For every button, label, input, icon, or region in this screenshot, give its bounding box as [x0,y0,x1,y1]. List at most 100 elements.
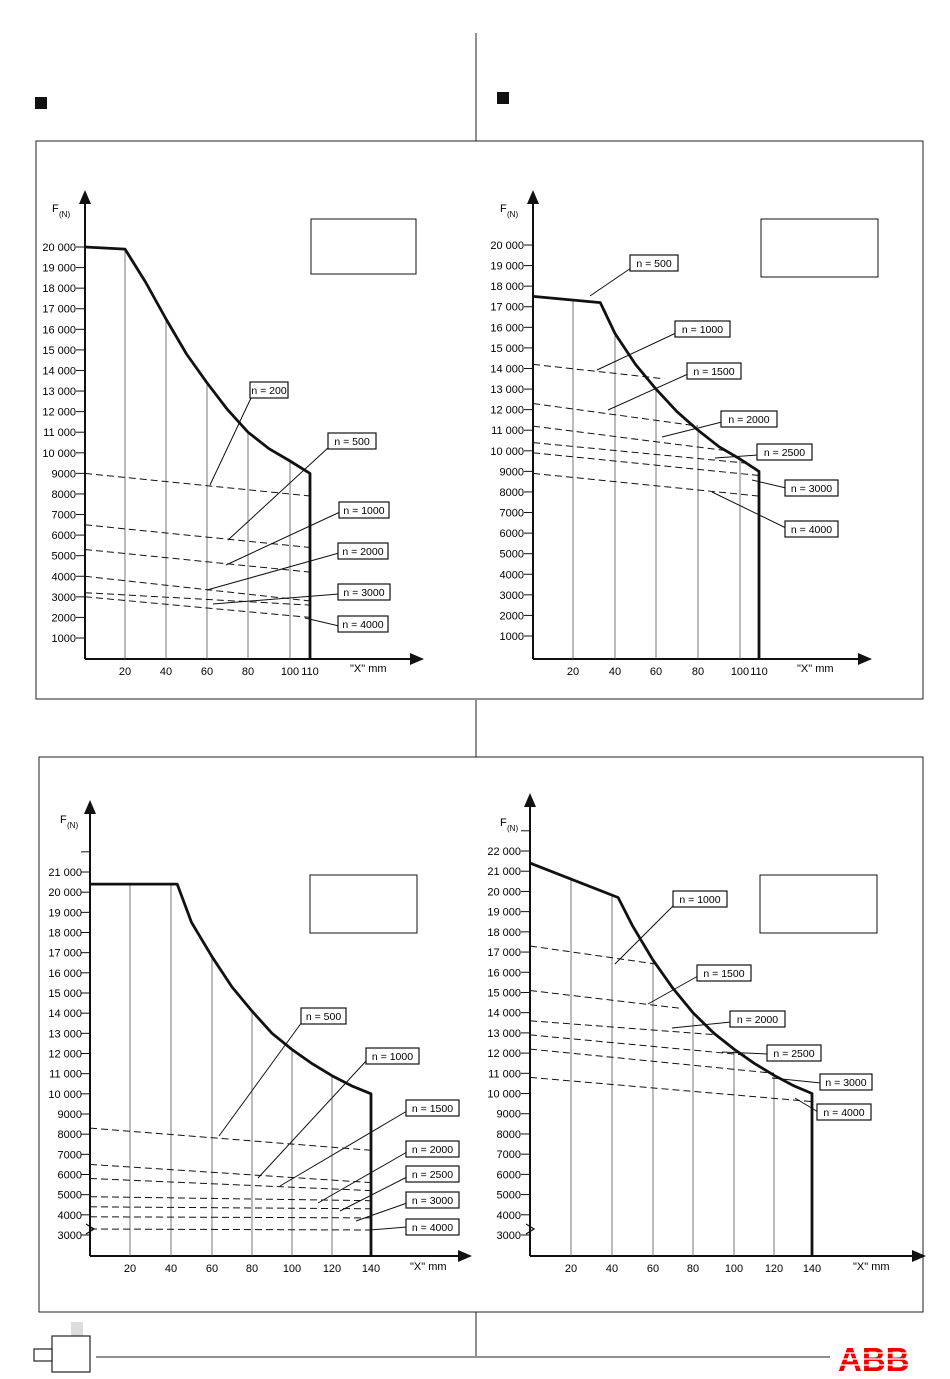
chart-frame-top [35,140,924,700]
leader-line [794,1097,819,1113]
square-bullet-icon [497,92,509,104]
y-tick-label: 12 000 [42,407,76,419]
y-tick-label: 3000 [58,1230,82,1242]
leader-line [614,904,675,965]
y-axis-unit: (N) [507,210,518,219]
y-tick-label: 17 000 [490,302,524,314]
series-line [532,403,699,427]
y-tick-label: 14 000 [490,363,524,375]
y-tick-label: 14 000 [48,1008,82,1020]
series-label: n = 1500 [703,968,744,980]
y-tick-label: 10 000 [487,1089,521,1101]
series-label-box [784,479,839,497]
series-label-box [720,410,778,428]
y-axis-unit: (N) [67,821,78,830]
y-tick-label: 6000 [58,1170,82,1182]
series-line [532,472,760,497]
series-label-box [672,890,728,908]
y-tick-label: 2000 [52,612,76,624]
x-tick-label: 60 [647,1263,659,1275]
y-tick-label: 3000 [500,590,524,602]
y-tick-label: 16 000 [490,322,524,334]
series-line [529,1076,813,1103]
y-tick-label: 5000 [52,551,76,563]
y-tick-label: 6000 [500,528,524,540]
chart-1: 20 000 19 000 18 000 17 000 16 000 15 000 14 0… [42,190,424,678]
y-axis-label: F [60,814,67,826]
series-label-box [756,443,813,461]
series-label-box [405,1099,460,1117]
boundary-curve [84,245,312,659]
y-tick-label: 18 000 [42,283,76,295]
y-tick-label: 19 000 [48,907,82,919]
series-label-box [405,1191,460,1209]
series-label: n = 4000 [823,1107,864,1119]
y-axis-label: F [500,817,507,829]
x-tick-label: 40 [606,1263,618,1275]
series-line [529,945,658,965]
series-label-box [405,1140,460,1158]
series-label: n = 3000 [825,1077,866,1089]
x-tick-label: 40 [609,666,621,678]
y-axis-label: F [500,203,507,215]
series-line [89,1206,372,1210]
x-axis-arrow-icon [858,653,872,665]
y-tick-label: 6000 [497,1169,521,1181]
series-line [84,524,311,548]
series-label: n = 1000 [372,1051,413,1063]
y-tick-label: 18 000 [487,927,521,939]
y-tick-label: 7000 [497,1149,521,1161]
x-tick-label: 100 [731,666,749,678]
series-line [532,452,760,476]
series-label-box [674,320,731,338]
x-tick-label: 110 [750,666,768,678]
leader-line [751,479,787,489]
y-tick-label: 14 000 [42,365,76,377]
y-tick-label: 12 000 [48,1049,82,1061]
y-tick-label: 20 000 [42,242,76,254]
series-label: n = 2000 [728,414,769,426]
series-label: n = 500 [306,1011,341,1023]
y-tick-label: 11 000 [43,427,76,439]
square-bullet-icon [35,97,47,109]
y-tick-label: 20 000 [487,886,521,898]
series-label: n = 4000 [342,619,383,631]
y-tick-label: 8000 [500,487,524,499]
leader-line [714,454,759,459]
y-tick-label: 17 000 [487,947,521,959]
y-tick-label: 12 000 [487,1048,521,1060]
series-line [89,1127,372,1151]
y-tick-label: 19 000 [42,263,76,275]
x-tick-label: 60 [201,666,213,678]
y-tick-label: 18 000 [48,928,82,940]
x-axis-label: "X" mm [410,1261,447,1273]
y-tick-label: 21 000 [487,866,521,878]
x-axis-label: "X" mm [797,663,834,675]
leader-line [227,446,330,541]
series-label-box [819,1073,873,1091]
y-tick-label: 6000 [52,530,76,542]
y-tick-label: 17 000 [42,304,76,316]
series-label-box [405,1218,460,1236]
series-label: n = 2000 [412,1144,453,1156]
leader-line [257,1059,368,1179]
x-tick-label: 80 [692,666,704,678]
abb-logo: ABB [838,1341,918,1379]
motor-icon [33,1322,91,1373]
x-axis-arrow-icon [458,1250,472,1262]
y-tick-label: 10 000 [48,1089,82,1101]
series-line [529,1048,775,1074]
y-tick-label: 12 000 [490,405,524,417]
leader-line [209,397,252,486]
leader-line [212,593,340,605]
series-line [529,990,684,1010]
abb-logo-mark: ABB [838,1341,918,1378]
y-tick-label: 8000 [52,489,76,501]
leader-line [279,1110,408,1187]
y-axis-unit: (N) [507,824,518,833]
y-tick-label: 15 000 [490,343,524,355]
y-tick-label: 7000 [500,508,524,520]
y-tick-label: 7000 [58,1149,82,1161]
y-axis-label: F [52,203,59,215]
